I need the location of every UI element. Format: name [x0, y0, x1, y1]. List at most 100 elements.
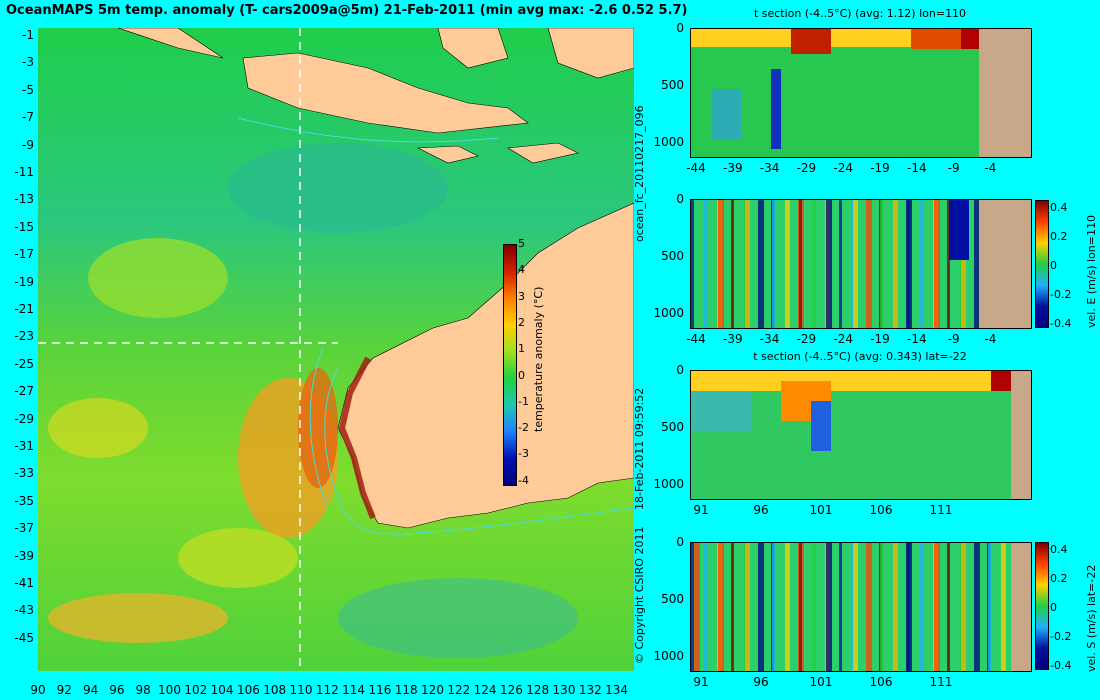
lat-tick: -43 — [14, 603, 34, 618]
velocity-colorbar-tick: -0.2 — [1050, 288, 1072, 301]
colorbar-tick: 3 — [518, 289, 525, 303]
lat-tick: -9 — [22, 137, 34, 152]
lon-tick: 128 — [526, 683, 550, 697]
panel-4-velocity-south-section — [690, 542, 1032, 672]
depth-tick: 1000 — [653, 135, 684, 149]
colorbar-tick: 2 — [518, 315, 525, 329]
lon-tick: 130 — [552, 683, 576, 697]
section-x-tick: -9 — [947, 161, 960, 175]
depth-tick: 0 — [676, 363, 684, 377]
section-x-tick: 106 — [869, 675, 893, 689]
velocity-east-colorbar — [1035, 200, 1049, 328]
lon-tick: 100 — [158, 683, 181, 697]
colorbar-tick: 1 — [518, 342, 525, 356]
section-x-tick: -29 — [796, 332, 817, 346]
lat-tick: -23 — [14, 329, 34, 344]
panel-3-temperature-section-lat — [690, 370, 1032, 500]
velocity-south-colorbar-label: vel. S (m/s) lat=-22 — [1085, 564, 1098, 672]
section-x-tick: -24 — [833, 332, 853, 346]
lat-tick: -27 — [14, 384, 34, 399]
lon-tick: 110 — [289, 683, 313, 697]
lon-tick: 96 — [109, 683, 125, 697]
depth-tick: 0 — [676, 21, 684, 35]
section-x-tick: 96 — [753, 675, 769, 689]
panel-2-velocity-east-section — [690, 199, 1032, 329]
section-x-tick: -9 — [947, 332, 960, 346]
velocity-colorbar-tick: -0.2 — [1050, 630, 1072, 643]
section-x-tick: 101 — [809, 675, 833, 689]
lat-tick: -17 — [14, 247, 34, 262]
section-x-tick: 111 — [929, 675, 953, 689]
panel-1-title: t section (-4..5°C) (avg: 1.12) lon=110 — [753, 7, 967, 20]
lon-tick: 118 — [394, 683, 418, 697]
panel-1-temperature-section-lon — [690, 28, 1032, 158]
section-x-tick: 111 — [929, 503, 953, 517]
depth-tick: 1000 — [653, 649, 684, 663]
section-x-tick: -29 — [796, 161, 817, 175]
page-title: OceanMAPS 5m temp. anomaly (T- cars2009a… — [6, 3, 688, 18]
velocity-colorbar-tick: 0.2 — [1050, 230, 1068, 243]
section-x-tick: -14 — [906, 161, 927, 175]
section-x-tick: -39 — [722, 161, 743, 175]
velocity-east-colorbar-label: vel. E (m/s) lon=110 — [1085, 215, 1098, 328]
section-x-tick: -34 — [759, 332, 780, 346]
lon-tick: 116 — [368, 683, 392, 697]
lon-tick: 92 — [56, 683, 72, 697]
lat-tick: -31 — [14, 439, 34, 453]
lat-tick: -15 — [14, 219, 34, 234]
lat-tick: -5 — [22, 82, 34, 97]
depth-tick: 500 — [661, 592, 684, 606]
depth-tick: 500 — [661, 249, 684, 263]
velocity-colorbar-tick: 0 — [1050, 601, 1057, 614]
colorbar-tick: 0 — [518, 368, 525, 382]
lon-tick: 102 — [184, 683, 208, 697]
depth-tick: 1000 — [653, 477, 684, 491]
lat-tick: -45 — [14, 630, 34, 645]
lat-tick: -3 — [22, 55, 34, 70]
lat-tick: -35 — [14, 493, 34, 508]
depth-tick: 0 — [676, 192, 684, 206]
depth-tick: 0 — [676, 535, 684, 549]
section-x-tick: -24 — [833, 161, 853, 175]
lon-tick: 126 — [499, 683, 523, 697]
lat-tick: -33 — [14, 466, 34, 481]
section-x-tick: 91 — [693, 675, 709, 689]
lat-tick: -7 — [22, 110, 34, 125]
colorbar-tick: -2 — [518, 421, 529, 435]
velocity-south-colorbar — [1035, 542, 1049, 670]
section-x-tick: -19 — [870, 161, 890, 175]
lat-tick: -13 — [14, 192, 34, 207]
section-x-tick: -4 — [984, 161, 997, 175]
lon-tick: 108 — [263, 683, 287, 697]
lon-tick: 122 — [447, 683, 471, 697]
section-x-tick: -34 — [759, 161, 780, 175]
temperature-anomaly-map — [38, 28, 634, 671]
velocity-colorbar-tick: 0.2 — [1050, 572, 1068, 585]
temperature-colorbar-label: temperature anomaly (°C) — [532, 286, 545, 432]
lon-tick: 124 — [473, 683, 497, 697]
lon-tick: 104 — [210, 683, 234, 697]
lat-tick: -11 — [14, 165, 34, 179]
lon-tick: 98 — [135, 683, 151, 697]
lat-tick: -41 — [14, 576, 34, 590]
depth-tick: 500 — [661, 78, 684, 92]
section-x-tick: 96 — [753, 503, 769, 517]
lon-tick: 112 — [315, 683, 339, 697]
lon-tick: 114 — [342, 683, 366, 697]
colorbar-tick: -4 — [518, 473, 529, 487]
depth-tick: 500 — [661, 420, 684, 434]
section-x-tick: -4 — [984, 332, 997, 346]
section-x-tick: -44 — [686, 161, 706, 175]
section-x-tick: -44 — [686, 332, 706, 346]
lat-tick: -25 — [14, 356, 34, 371]
lat-tick: -37 — [14, 521, 34, 536]
velocity-colorbar-tick: 0.4 — [1050, 201, 1068, 214]
section-x-tick: -19 — [870, 332, 890, 346]
lon-tick: 120 — [421, 683, 444, 697]
velocity-colorbar-tick: 0.4 — [1050, 543, 1068, 556]
lon-tick: 132 — [578, 683, 602, 697]
colorbar-tick: -1 — [518, 394, 529, 408]
lon-tick: 134 — [605, 683, 629, 697]
lat-tick: -29 — [14, 411, 34, 426]
lon-tick: 106 — [236, 683, 260, 697]
